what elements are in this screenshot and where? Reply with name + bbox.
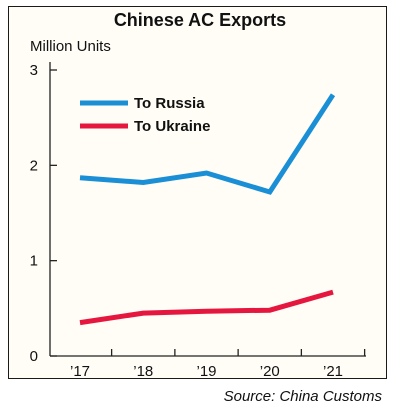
legend-label-to-ukraine: To Ukraine [134,118,210,135]
y-tick-label: 2 [30,157,38,174]
source-note: Source: China Customs [223,388,382,405]
y-tick-label: 0 [30,348,38,365]
y-axis-unit-label: Million Units [30,38,111,55]
chart-title: Chinese AC Exports [113,10,287,30]
series-line-to-ukraine [79,289,334,326]
series-line-to-russia [79,93,336,195]
series-layer [79,93,336,326]
axes: 0 1 2 3 ’17 ’18 ’19 ’20 ’21 [30,62,366,380]
x-tick-label: ’18 [133,363,153,380]
y-tick-label: 1 [30,253,38,270]
legend: To Russia To Ukraine [80,95,210,135]
chart-frame [8,6,387,379]
x-tick-label: ’17 [70,363,90,380]
legend-label-to-russia: To Russia [134,95,205,112]
x-tick-label: ’20 [260,363,280,380]
x-tick-label: ’19 [196,363,216,380]
x-tick-label: ’21 [323,363,343,380]
y-tick-label: 3 [30,62,38,79]
